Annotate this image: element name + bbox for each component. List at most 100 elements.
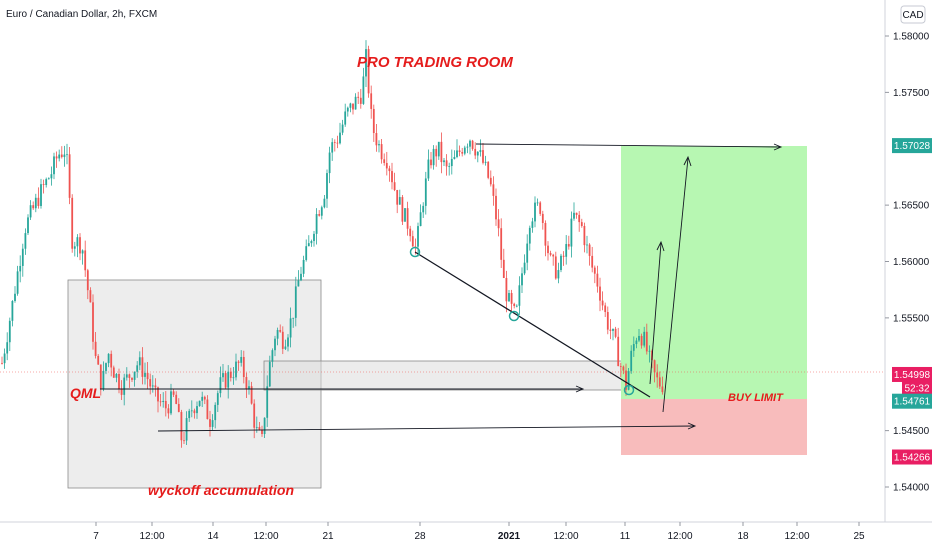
candle-body [276, 329, 279, 339]
candle-body [378, 144, 380, 146]
candle-body [497, 219, 500, 229]
candle-body [97, 355, 100, 365]
candle-body [570, 218, 573, 247]
candle-body [401, 197, 404, 222]
y-tick-label: 1.54000 [893, 483, 930, 494]
candle-body [190, 410, 193, 412]
buy-limit-label: BUY LIMIT [728, 392, 784, 404]
candle-body [362, 76, 365, 104]
candle-body [248, 386, 250, 389]
candle-body [632, 344, 635, 351]
touch-point-1[interactable] [409, 246, 421, 258]
candle-body [458, 150, 461, 153]
wyckoff-label: wyckoff accumulation [148, 482, 294, 498]
candle-body [406, 208, 409, 229]
currency-badge[interactable] [900, 5, 926, 24]
candle-body [448, 166, 451, 167]
candle-body [547, 245, 549, 254]
price-tag-box[interactable] [892, 138, 932, 154]
candle-body [435, 148, 438, 157]
arrows [100, 143, 783, 432]
candle-body [50, 174, 53, 179]
price-tag-box[interactable] [892, 366, 932, 382]
candle-body [177, 403, 180, 412]
candle-body [157, 387, 159, 402]
qml-arrowhead [575, 385, 585, 393]
qml-label: QML [70, 385, 101, 401]
candle-body [539, 202, 542, 214]
candle-body [583, 225, 586, 246]
candle-body [502, 259, 505, 278]
trend-line[interactable] [414, 251, 651, 398]
candle-body [55, 156, 58, 159]
candle-body [612, 328, 614, 331]
candle-body [58, 154, 61, 159]
x-tick-label: 12:00 [139, 531, 164, 542]
candle-body [518, 285, 521, 306]
candle-body [227, 371, 230, 388]
candle-body [471, 140, 474, 149]
price-tag-box[interactable] [892, 449, 932, 465]
candle-body [250, 386, 253, 404]
candle-body [3, 353, 6, 364]
candle-body [463, 147, 466, 154]
candle-body [484, 161, 487, 163]
x-tick-label: 25 [853, 531, 865, 542]
candle-body [68, 154, 71, 198]
candle-body [349, 103, 352, 108]
projection-arrowhead-mid [656, 240, 665, 252]
touch-point-2[interactable] [508, 310, 520, 322]
wyckoff-arrow-line[interactable] [157, 425, 695, 432]
price-tag-box[interactable] [902, 380, 932, 396]
candle-body [601, 300, 604, 306]
candle-body [263, 417, 266, 435]
candle-body [8, 320, 11, 343]
candle-body [203, 396, 206, 400]
y-tick-label: 1.58000 [893, 32, 930, 43]
candle-body [580, 222, 583, 226]
candle-body [344, 111, 347, 125]
candle-body [302, 259, 305, 274]
candle-body [313, 233, 315, 242]
candle-body [242, 356, 245, 378]
price-tag-box[interactable] [892, 393, 932, 409]
candle-body [92, 302, 94, 342]
candle-body [261, 429, 263, 435]
candle-body [102, 370, 105, 390]
candle-body [586, 244, 588, 246]
candle-body [172, 391, 175, 395]
candle-body [289, 318, 292, 338]
candle-body [154, 385, 157, 388]
candle-body [125, 374, 128, 378]
candle-body [128, 374, 131, 378]
wyckoff-arrowhead [687, 422, 697, 430]
projection-arrow-long[interactable] [662, 157, 689, 413]
header-annotation: PRO TRADING ROOM [357, 54, 513, 71]
target-arrow-line[interactable] [475, 143, 781, 148]
candle-body [430, 159, 432, 166]
candle-body [274, 338, 276, 351]
price-tag-label: 1.54998 [894, 370, 931, 381]
candle-body [284, 346, 287, 349]
candle-body [11, 300, 14, 321]
candle-body [120, 388, 123, 395]
candle-body [424, 178, 427, 206]
candle-body [404, 208, 406, 222]
candle-body [149, 379, 152, 387]
candle-body [593, 267, 596, 274]
candle-body [170, 391, 172, 414]
candle-body [427, 159, 430, 179]
candle-body [656, 372, 659, 378]
candle-body [232, 377, 235, 379]
candle-body [536, 202, 539, 204]
touch-point-3[interactable] [623, 384, 635, 396]
candle-body [240, 356, 243, 363]
candle-body [281, 331, 284, 349]
candle-body [118, 373, 120, 389]
projection-arrow-mid[interactable] [649, 242, 662, 385]
price-tag-label: 52:32 [904, 383, 929, 394]
candle-body [359, 97, 362, 104]
candle-body [645, 331, 648, 352]
